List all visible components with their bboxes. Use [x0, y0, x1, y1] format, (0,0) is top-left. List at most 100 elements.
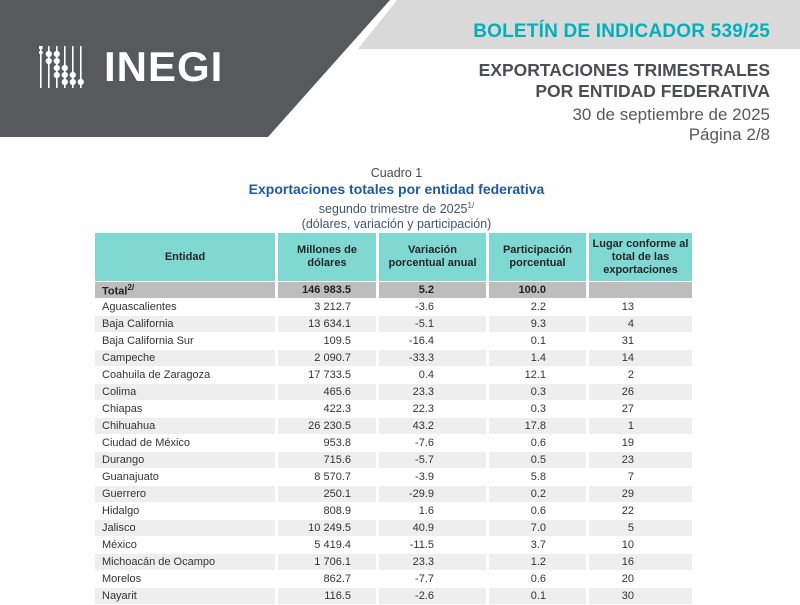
cell-participacion: 0.6 — [489, 503, 586, 519]
cell-entidad: Nayarit — [95, 588, 275, 604]
table-row: Ciudad de México 953.8 -7.6 0.6 19 — [95, 435, 692, 451]
cell-participacion: 0.6 — [489, 435, 586, 451]
cell-millones: 17 733.5 — [278, 367, 376, 383]
cell-variacion: -11.5 — [379, 537, 486, 553]
cell-lugar: 20 — [589, 571, 692, 587]
table-row: Baja California Sur 109.5 -16.4 0.1 31 — [95, 333, 692, 349]
cell-millones: 5 419.4 — [278, 537, 376, 553]
cell-participacion: 2.2 — [489, 299, 586, 315]
table-body: Total2/ 146 983.5 5.2 100.0 Aguascalient… — [95, 282, 692, 604]
abacus-icon — [39, 46, 84, 88]
cell-participacion: 1.2 — [489, 554, 586, 570]
cell-variacion: -7.7 — [379, 571, 486, 587]
cell-lugar: 7 — [589, 469, 692, 485]
cell-entidad: Guanajuato — [95, 469, 275, 485]
total-row: Total2/ 146 983.5 5.2 100.0 — [95, 282, 692, 298]
cell-variacion: 1.6 — [379, 503, 486, 519]
exports-table-wrapper: Entidad Millones de dólares Variación po… — [92, 232, 695, 605]
cell-lugar: 13 — [589, 299, 692, 315]
cell-millones: 862.7 — [278, 571, 376, 587]
table-row: Aguascalientes 3 212.7 -3.6 2.2 13 — [95, 299, 692, 315]
cell-variacion: -33.3 — [379, 350, 486, 366]
cell-entidad: Colima — [95, 384, 275, 400]
banner-dark-block: INEGI — [0, 0, 390, 137]
table-row: Chihuahua 26 230.5 43.2 17.8 1 — [95, 418, 692, 434]
cell-participacion: 3.7 — [489, 537, 586, 553]
cell-millones: 250.1 — [278, 486, 376, 502]
cell-participacion: 5.8 — [489, 469, 586, 485]
document-title-line1: EXPORTACIONES TRIMESTRALES — [478, 60, 770, 80]
footnote-ref-1: 1/ — [467, 201, 475, 210]
total-participacion: 100.0 — [489, 282, 586, 298]
table-row: Nayarit 116.5 -2.6 0.1 30 — [95, 588, 692, 604]
total-variacion: 5.2 — [379, 282, 486, 298]
cell-lugar: 10 — [589, 537, 692, 553]
table-caption-block: Cuadro 1 Exportaciones totales por entid… — [95, 165, 698, 232]
cell-lugar: 30 — [589, 588, 692, 604]
cell-entidad: Guerrero — [95, 486, 275, 502]
table-row: Campeche 2 090.7 -33.3 1.4 14 — [95, 350, 692, 366]
cell-participacion: 0.6 — [489, 571, 586, 587]
cell-millones: 2 090.7 — [278, 350, 376, 366]
total-lugar — [589, 282, 692, 298]
table-row: Coahuila de Zaragoza 17 733.5 0.4 12.1 2 — [95, 367, 692, 383]
cell-lugar: 19 — [589, 435, 692, 451]
cuadro-label: Cuadro 1 — [370, 166, 423, 180]
cell-entidad: Durango — [95, 452, 275, 468]
cell-participacion: 7.0 — [489, 520, 586, 536]
cell-entidad: México — [95, 537, 275, 553]
table-row: Durango 715.6 -5.7 0.5 23 — [95, 452, 692, 468]
cell-participacion: 0.5 — [489, 452, 586, 468]
cell-entidad: Baja California — [95, 316, 275, 332]
cell-millones: 465.6 — [278, 384, 376, 400]
page-indicator: Página 2/8 — [688, 125, 770, 144]
cell-entidad: Hidalgo — [95, 503, 275, 519]
cell-lugar: 23 — [589, 452, 692, 468]
cell-participacion: 12.1 — [489, 367, 586, 383]
cuadro-title: Exportaciones totales por entidad federa… — [248, 181, 545, 197]
cell-millones: 808.9 — [278, 503, 376, 519]
cell-millones: 953.8 — [278, 435, 376, 451]
cell-variacion: -3.9 — [379, 469, 486, 485]
cell-lugar: 4 — [589, 316, 692, 332]
cell-lugar: 1 — [589, 418, 692, 434]
inegi-logo: INEGI — [38, 44, 223, 90]
table-row: Jalisco 10 249.5 40.9 7.0 5 — [95, 520, 692, 536]
exports-table: Entidad Millones de dólares Variación po… — [92, 232, 695, 605]
cell-participacion: 9.3 — [489, 316, 586, 332]
cell-lugar: 26 — [589, 384, 692, 400]
cell-entidad: Jalisco — [95, 520, 275, 536]
table-header-row: Entidad Millones de dólares Variación po… — [95, 233, 692, 281]
cell-entidad: Campeche — [95, 350, 275, 366]
col-header-variacion: Variación porcentual anual — [379, 233, 486, 281]
cell-entidad: Michoacán de Ocampo — [95, 554, 275, 570]
cell-variacion: -29.9 — [379, 486, 486, 502]
banner-gray-band — [358, 0, 800, 49]
table-row: Michoacán de Ocampo 1 706.1 23.3 1.2 16 — [95, 554, 692, 570]
cell-variacion: 22.3 — [379, 401, 486, 417]
total-label: Total2/ — [95, 282, 275, 298]
table-row: Hidalgo 808.9 1.6 0.6 22 — [95, 503, 692, 519]
table-row: Chiapas 422.3 22.3 0.3 27 — [95, 401, 692, 417]
cell-participacion: 1.4 — [489, 350, 586, 366]
cell-millones: 109.5 — [278, 333, 376, 349]
cell-entidad: Baja California Sur — [95, 333, 275, 349]
cell-lugar: 31 — [589, 333, 692, 349]
cell-millones: 3 212.7 — [278, 299, 376, 315]
cell-lugar: 14 — [589, 350, 692, 366]
cell-millones: 715.6 — [278, 452, 376, 468]
cuadro-note: (dólares, variación y participación) — [301, 217, 492, 232]
cell-participacion: 0.3 — [489, 401, 586, 417]
cell-participacion: 0.1 — [489, 333, 586, 349]
table-row: Guanajuato 8 570.7 -3.9 5.8 7 — [95, 469, 692, 485]
cell-lugar: 5 — [589, 520, 692, 536]
cell-variacion: 0.4 — [379, 367, 486, 383]
cell-lugar: 16 — [589, 554, 692, 570]
document-date: 30 de septiembre de 2025 — [572, 105, 770, 124]
document-title-line2: POR ENTIDAD FEDERATIVA — [535, 81, 770, 101]
cell-millones: 10 249.5 — [278, 520, 376, 536]
col-header-lugar: Lugar conforme al total de las exportaci… — [589, 233, 692, 281]
cell-lugar: 2 — [589, 367, 692, 383]
cell-millones: 116.5 — [278, 588, 376, 604]
